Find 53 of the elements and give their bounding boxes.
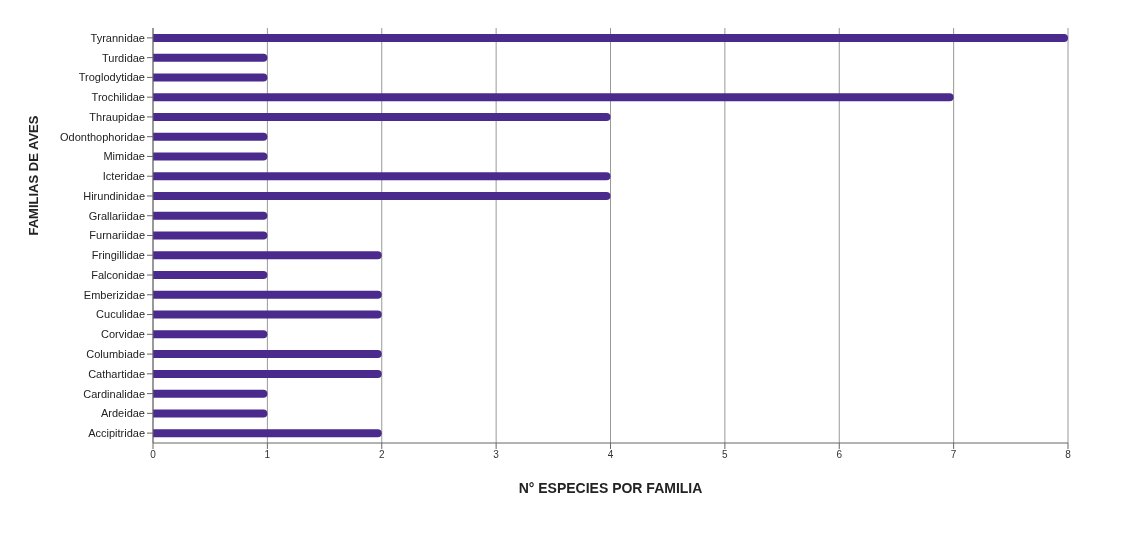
y-tick-label: Falconidae [91,268,145,281]
bar [153,33,1068,42]
x-tick-label: 3 [493,449,500,461]
y-tick-label: Cathartidae [88,367,145,380]
y-tick-label: Corvidae [100,328,145,341]
y-tick-label: Accipitridae [88,427,145,440]
bar [153,271,268,280]
bar [153,192,611,201]
y-tick-label: Tyrannidae [90,31,145,44]
bar [153,132,268,141]
x-tick-label: 2 [378,449,385,461]
bar [153,251,382,260]
x-axis-title: N° ESPECIES POR FAMILIA [518,480,703,496]
y-tick-label: Grallariidae [88,209,145,222]
y-tick-label: Troglodytidae [78,71,145,84]
bar [153,53,268,62]
y-tick-label: Cuculidae [96,308,145,321]
bar [153,350,382,359]
y-tick-label: Icteridae [102,170,145,183]
bar [153,369,382,378]
y-tick-label: Furnariidae [89,229,145,242]
x-tick-label: 4 [607,449,614,461]
y-tick-label: Mimidae [103,150,145,163]
bar [153,73,268,82]
bar [153,231,268,240]
y-tick-label: Thraupidae [89,110,145,123]
y-tick-label: Hirundinidae [83,189,145,202]
bar [153,172,611,181]
bar [153,429,382,438]
bar [153,152,268,161]
y-tick-label: Trochilidae [91,91,145,104]
bar [153,310,382,319]
y-tick-label: Ardeidae [100,407,145,420]
y-tick-label: Cardinalidae [83,387,145,400]
y-tick-label: Fringillidae [91,249,145,262]
x-tick-label: 5 [722,449,729,461]
y-tick-label: Columbiade [86,347,145,360]
bar [153,409,268,418]
x-tick-label: 8 [1065,449,1072,461]
x-tick-label: 7 [950,449,957,461]
y-axis-title: FAMILIAS DE AVES [25,115,41,236]
x-tick-label: 0 [150,449,157,461]
x-tick-label: 6 [836,449,843,461]
bar [153,112,611,121]
bar [153,389,268,398]
bar [153,211,268,220]
bar [153,93,954,102]
bar [153,330,268,339]
y-tick-label: Odonthophoridae [59,130,145,143]
x-tick-label: 1 [264,449,271,461]
y-tick-label: Turdidae [101,51,145,64]
y-tick-label: Emberizidae [83,288,145,301]
bar [153,290,382,299]
